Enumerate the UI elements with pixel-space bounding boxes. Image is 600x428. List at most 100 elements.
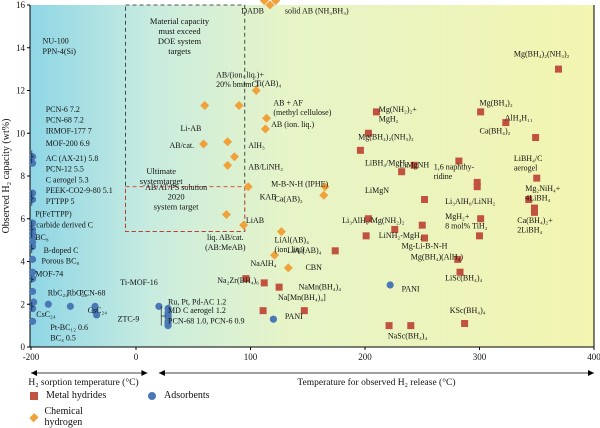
ultimate-target-note: systemtarget bbox=[140, 176, 183, 186]
point-label: PCN-6 7.2 bbox=[46, 105, 80, 114]
adsorbent-point bbox=[93, 311, 101, 319]
point-label: KSc(BH₄)₄ bbox=[450, 306, 486, 315]
adsorbent-point bbox=[386, 281, 394, 289]
chemical-hydrogen-point bbox=[243, 182, 253, 192]
adsorbent-point bbox=[28, 159, 37, 167]
point-label: BC₈ bbox=[35, 233, 49, 242]
point-label: Li₃AlH₆/Mg(NH₂)₂ bbox=[342, 216, 404, 225]
point-label: Mg(BH₄)(AlH₄) bbox=[411, 252, 464, 261]
chemical-hydrogen-point bbox=[200, 100, 210, 110]
doe-target-note: must exceed bbox=[158, 26, 201, 36]
point-label: MOF-200 6.9 bbox=[46, 139, 90, 148]
chemical-hydrogen-point bbox=[270, 250, 280, 260]
chemical-hydrogen-point bbox=[260, 124, 270, 134]
point-label: PANI bbox=[285, 312, 303, 321]
adsorbent-point bbox=[28, 275, 37, 283]
metal-hydride-point bbox=[456, 268, 464, 276]
x-tick-label: 0 bbox=[134, 352, 139, 362]
chemical-hydrogen-point bbox=[199, 139, 209, 149]
point-label: B-doped C bbox=[44, 246, 79, 255]
adsorbent-point bbox=[155, 302, 163, 310]
metal-hydride-point bbox=[461, 319, 469, 327]
y-tick-label: 14 bbox=[16, 43, 26, 53]
legend-item-metal-hydrides: Metal hydrides bbox=[30, 390, 106, 401]
x-axis-label-right: Temperature for observed H₂ release (°C) bbox=[297, 377, 455, 388]
metal-hydride-point bbox=[356, 146, 364, 154]
metal-hydride-point bbox=[477, 108, 485, 116]
metal-hydride-point bbox=[331, 247, 339, 255]
point-label: Mg-Li-B-N-H bbox=[402, 242, 448, 251]
chemical-hydrogen-point bbox=[234, 100, 244, 110]
adsorbent-point bbox=[164, 322, 172, 330]
point-label: PCN-68 7.2 bbox=[46, 116, 84, 125]
point-label: C aerogel 5.3 bbox=[46, 175, 89, 184]
circle-marker-icon bbox=[148, 391, 156, 400]
y-tick-label: 12 bbox=[16, 86, 25, 96]
faded-note: Li-AB bbox=[181, 124, 202, 133]
ultimate-target-note: Ultimate bbox=[146, 166, 176, 176]
metal-hydride-point bbox=[455, 157, 463, 165]
point-label: Porous BC₈ bbox=[42, 257, 80, 266]
y-tick-label: 2 bbox=[21, 299, 26, 309]
legend-label: Adsorbents bbox=[164, 390, 210, 401]
point-label: Na[Mn(BH₄)₄] bbox=[278, 293, 326, 302]
point-label: AB (ion. liq.) bbox=[271, 120, 314, 129]
doe-target-note: targets bbox=[168, 46, 191, 56]
x-tick-label: 200 bbox=[358, 352, 372, 362]
point-label: Ti-MOF-16 bbox=[120, 278, 158, 287]
legend: Metal hydrides Chemical hydrogen Adsorbe… bbox=[29, 390, 210, 428]
faded-note: AB/cat. bbox=[169, 141, 194, 150]
legend-item-chemical-hydrogen: Chemical hydrogen bbox=[29, 406, 106, 428]
point-label: ZTC-9 bbox=[118, 314, 140, 323]
point-label: CBN bbox=[305, 263, 322, 272]
adsorbent-point bbox=[28, 195, 37, 204]
chemical-hydrogen-point bbox=[221, 209, 231, 219]
y-tick-label: 0 bbox=[21, 342, 26, 352]
point-label: KAB bbox=[260, 193, 277, 202]
legend-item-adsorbents: Adsorbents bbox=[148, 390, 210, 401]
metal-hydride-point bbox=[530, 204, 538, 212]
point-label: Ca(BH₄)₂+ bbox=[517, 216, 553, 225]
adsorbent-point bbox=[28, 219, 37, 227]
point-label: Ca(BH₄)₂ bbox=[480, 126, 511, 135]
y-tick-label: 10 bbox=[16, 128, 26, 138]
metal-hydride-point bbox=[364, 215, 372, 223]
point-label: Ru, Pt, Pd-AC 1.2 bbox=[168, 297, 226, 306]
point-label: MgH₂+ bbox=[445, 212, 470, 221]
x-axis-label-left: H₂ sorption temperature (°C) bbox=[28, 377, 138, 388]
adsorbent-point bbox=[66, 302, 74, 310]
point-label: BC₄ 0.5 bbox=[50, 334, 75, 343]
metal-hydride-point bbox=[362, 232, 370, 240]
metal-hydride-point bbox=[476, 232, 483, 240]
chemical-hydrogen-point bbox=[283, 263, 293, 273]
point-label: (methyl cellulose) bbox=[273, 108, 331, 117]
chemical-hydrogen-point bbox=[276, 227, 286, 237]
metal-hydride-point bbox=[385, 322, 393, 330]
chemical-hydrogen-point bbox=[319, 190, 329, 200]
metal-hydride-point bbox=[555, 65, 563, 73]
metal-hydride-point bbox=[477, 215, 485, 223]
x-tick-label: 100 bbox=[244, 352, 258, 362]
metal-hydride-point bbox=[410, 161, 418, 169]
point-label: PCN-68 bbox=[79, 289, 105, 298]
point-label: PPN-4(Si) bbox=[43, 47, 77, 56]
y-tick-label: 16 bbox=[16, 0, 26, 10]
metal-hydride-point bbox=[407, 322, 415, 330]
point-label: RbC₂₄ bbox=[48, 289, 68, 298]
metal-hydride-point bbox=[275, 283, 283, 291]
point-label: AB/(ion. liq.)+ bbox=[216, 71, 264, 80]
target-2020-box bbox=[125, 186, 246, 232]
point-label: CsC₂₄ bbox=[36, 310, 56, 319]
point-label: PEEK-CO2-9-80 5.1 bbox=[46, 186, 113, 195]
metal-hydride-point bbox=[473, 183, 481, 191]
point-label: MgH₂ bbox=[379, 114, 399, 123]
metal-hydride-point bbox=[391, 225, 399, 233]
metal-hydride-point bbox=[421, 234, 429, 242]
metal-hydride-point bbox=[473, 178, 481, 186]
x-tick-label: -200 bbox=[23, 352, 40, 362]
point-label: 8 mol% TiH₂ bbox=[445, 221, 488, 230]
adsorbent-point bbox=[28, 304, 37, 313]
point-label: carbide derived C bbox=[36, 220, 93, 229]
point-label: solid AB (NH₃BH₃) bbox=[285, 7, 349, 16]
